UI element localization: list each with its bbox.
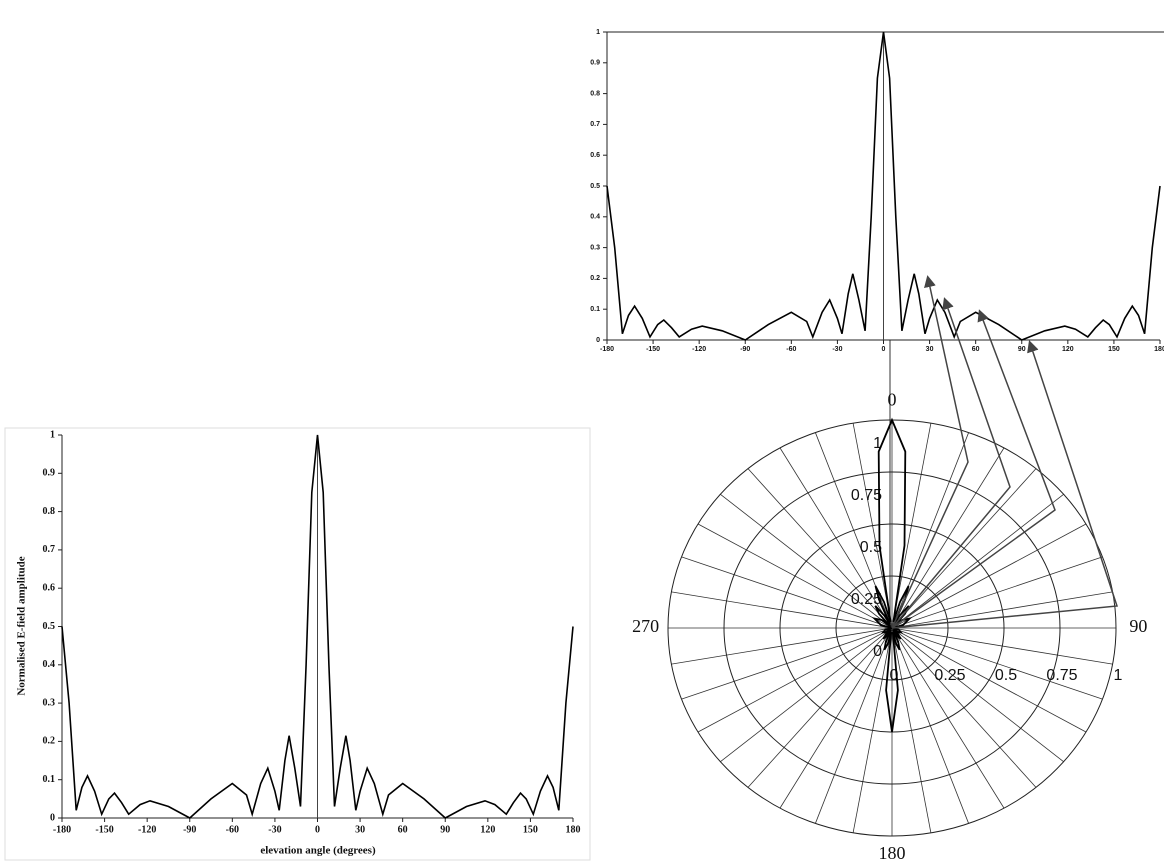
r-tick-label: 1 — [1114, 667, 1123, 684]
x-tick-label: -120 — [692, 346, 706, 353]
x-tick-label: -150 — [646, 346, 660, 353]
y-tick-label: 0.2 — [590, 275, 600, 282]
y-tick-label: 0.3 — [43, 697, 56, 708]
r-tick-label: 0.75 — [1046, 667, 1077, 684]
x-tick-label: 60 — [972, 346, 980, 353]
y-tick-label: 1 — [50, 429, 55, 440]
arrow — [891, 297, 1011, 629]
y-tick-label: 1 — [596, 29, 600, 36]
data-line — [606, 31, 1161, 341]
y-tick-label: 0.9 — [43, 468, 56, 479]
data-line — [61, 434, 574, 819]
arrow — [891, 275, 969, 629]
y-tick-label: 0.8 — [590, 90, 600, 97]
x-tick-label: 180 — [566, 824, 581, 835]
x-tick-label: 90 — [1018, 346, 1026, 353]
x-tick-label: 180 — [1154, 346, 1164, 353]
x-tick-label: 30 — [355, 824, 365, 835]
r-tick-label: 0.5 — [860, 539, 882, 556]
x-tick-label: -180 — [53, 824, 71, 835]
r-tick-label: 1 — [873, 435, 882, 452]
x-tick-label: -60 — [226, 824, 239, 835]
r-tick-label: 0.5 — [995, 667, 1017, 684]
r-tick-label: 0.75 — [851, 487, 882, 504]
radial-grid-ring — [723, 471, 1061, 785]
x-tick-label: 0 — [315, 824, 320, 835]
x-tick-label: -30 — [832, 346, 842, 353]
r-tick-label: 0.25 — [851, 591, 882, 608]
y-tick-label: 0.3 — [590, 244, 600, 251]
arrow — [891, 340, 1119, 629]
y-axis-label: Normalised E-field amplitude — [16, 556, 28, 695]
arrow — [891, 309, 1056, 629]
theta-tick-label: 90 — [1129, 616, 1147, 636]
y-tick-label: 0 — [50, 812, 55, 823]
x-tick-label: -90 — [183, 824, 196, 835]
y-tick-label: 0.4 — [590, 214, 600, 221]
x-tick-label: -180 — [600, 346, 614, 353]
y-tick-label: 0 — [596, 337, 600, 344]
x-tick-label: 60 — [398, 824, 408, 835]
r-tick-label: 0.25 — [934, 667, 965, 684]
chart-frame — [4, 427, 591, 861]
x-tick-label: -60 — [786, 346, 796, 353]
y-tick-label: 0.1 — [43, 774, 56, 785]
x-tick-label: 90 — [440, 824, 450, 835]
y-tick-label: 0.5 — [590, 183, 600, 190]
x-tick-label: 30 — [926, 346, 934, 353]
x-tick-label: 120 — [1062, 346, 1074, 353]
annotation-arrows — [891, 275, 1119, 629]
x-tick-label: 150 — [523, 824, 538, 835]
r-tick-label: 0 — [890, 667, 899, 684]
y-tick-label: 0.4 — [43, 659, 56, 670]
y-tick-label: 0.1 — [590, 306, 600, 313]
x-tick-label: -90 — [740, 346, 750, 353]
radial-grid-ring — [835, 575, 949, 681]
theta-tick-label: 180 — [879, 843, 906, 863]
r-tick-label: 0 — [873, 643, 882, 660]
theta-tick-label: 0 — [888, 389, 897, 409]
x-tick-label: -150 — [95, 824, 113, 835]
y-tick-label: 0.6 — [43, 582, 56, 593]
x-tick-label: -120 — [138, 824, 156, 835]
x-tick-label: 0 — [882, 346, 886, 353]
x-axis-label: elevation angle (degrees) — [260, 845, 376, 857]
x-tick-label: 150 — [1108, 346, 1120, 353]
polar-pattern — [871, 417, 913, 733]
x-tick-label: -30 — [268, 824, 281, 835]
theta-tick-label: 270 — [632, 616, 659, 636]
x-tick-label: 120 — [480, 824, 495, 835]
y-tick-label: 0.6 — [590, 152, 600, 159]
y-tick-label: 0.8 — [43, 506, 56, 517]
y-tick-label: 0.7 — [590, 121, 600, 128]
y-tick-label: 0.5 — [43, 621, 56, 632]
y-tick-label: 0.7 — [43, 544, 56, 555]
y-tick-label: 0.2 — [43, 736, 56, 747]
y-tick-label: 0.9 — [590, 60, 600, 67]
